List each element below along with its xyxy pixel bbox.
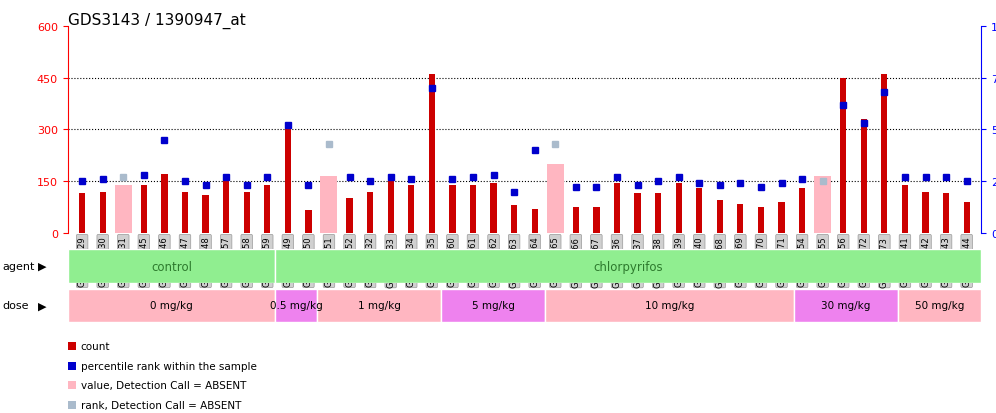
Bar xyxy=(779,202,785,233)
Bar xyxy=(547,164,564,233)
Bar xyxy=(79,194,86,233)
Text: ▶: ▶ xyxy=(38,301,47,311)
Text: 30 mg/kg: 30 mg/kg xyxy=(822,301,871,311)
Bar xyxy=(347,199,353,233)
Bar xyxy=(737,204,743,233)
Bar xyxy=(387,180,393,233)
Bar xyxy=(182,192,188,233)
Text: control: control xyxy=(151,260,192,273)
Bar xyxy=(490,183,497,233)
Bar xyxy=(614,183,621,233)
Bar xyxy=(115,185,131,233)
Bar xyxy=(306,211,312,233)
Bar xyxy=(317,289,441,322)
Bar xyxy=(428,75,435,233)
Bar xyxy=(898,289,981,322)
Bar xyxy=(264,185,270,233)
Bar xyxy=(594,207,600,233)
Bar xyxy=(285,123,291,233)
Bar xyxy=(758,207,764,233)
Bar xyxy=(696,189,702,233)
Bar xyxy=(717,201,723,233)
Bar xyxy=(408,185,414,233)
Bar xyxy=(367,192,374,233)
Bar xyxy=(794,289,898,322)
Bar xyxy=(675,183,682,233)
Text: ▶: ▶ xyxy=(38,261,47,271)
Text: 1 mg/kg: 1 mg/kg xyxy=(358,301,400,311)
Bar xyxy=(100,192,106,233)
Bar xyxy=(275,250,981,283)
Text: value, Detection Call = ABSENT: value, Detection Call = ABSENT xyxy=(81,380,246,390)
Text: chlorpyrifos: chlorpyrifos xyxy=(594,260,663,273)
Bar xyxy=(470,185,476,233)
Text: 50 mg/kg: 50 mg/kg xyxy=(915,301,964,311)
Bar xyxy=(922,192,928,233)
Bar xyxy=(202,195,208,233)
Bar xyxy=(449,185,455,233)
Bar xyxy=(511,206,517,233)
Bar xyxy=(68,250,275,283)
Bar xyxy=(814,177,831,233)
Bar xyxy=(321,177,338,233)
Bar xyxy=(223,177,229,233)
Text: 10 mg/kg: 10 mg/kg xyxy=(645,301,694,311)
Bar xyxy=(532,209,538,233)
Text: 0 mg/kg: 0 mg/kg xyxy=(150,301,193,311)
Bar xyxy=(881,75,887,233)
Bar xyxy=(861,120,867,233)
Bar xyxy=(140,185,147,233)
Text: dose: dose xyxy=(2,301,29,311)
Bar xyxy=(655,194,661,233)
Text: 5 mg/kg: 5 mg/kg xyxy=(472,301,515,311)
Bar xyxy=(244,192,250,233)
Bar xyxy=(275,289,317,322)
Bar xyxy=(963,202,970,233)
Text: percentile rank within the sample: percentile rank within the sample xyxy=(81,361,257,371)
Bar xyxy=(573,207,579,233)
Bar xyxy=(799,189,805,233)
Text: agent: agent xyxy=(2,261,35,271)
Text: 0.5 mg/kg: 0.5 mg/kg xyxy=(270,301,323,311)
Bar xyxy=(68,289,275,322)
Bar xyxy=(545,289,794,322)
Bar xyxy=(841,78,847,233)
Bar xyxy=(161,175,167,233)
Bar xyxy=(441,289,545,322)
Text: count: count xyxy=(81,342,111,351)
Bar xyxy=(943,194,949,233)
Bar xyxy=(634,194,640,233)
Text: GDS3143 / 1390947_at: GDS3143 / 1390947_at xyxy=(68,12,245,28)
Bar xyxy=(901,185,908,233)
Text: rank, Detection Call = ABSENT: rank, Detection Call = ABSENT xyxy=(81,400,241,410)
